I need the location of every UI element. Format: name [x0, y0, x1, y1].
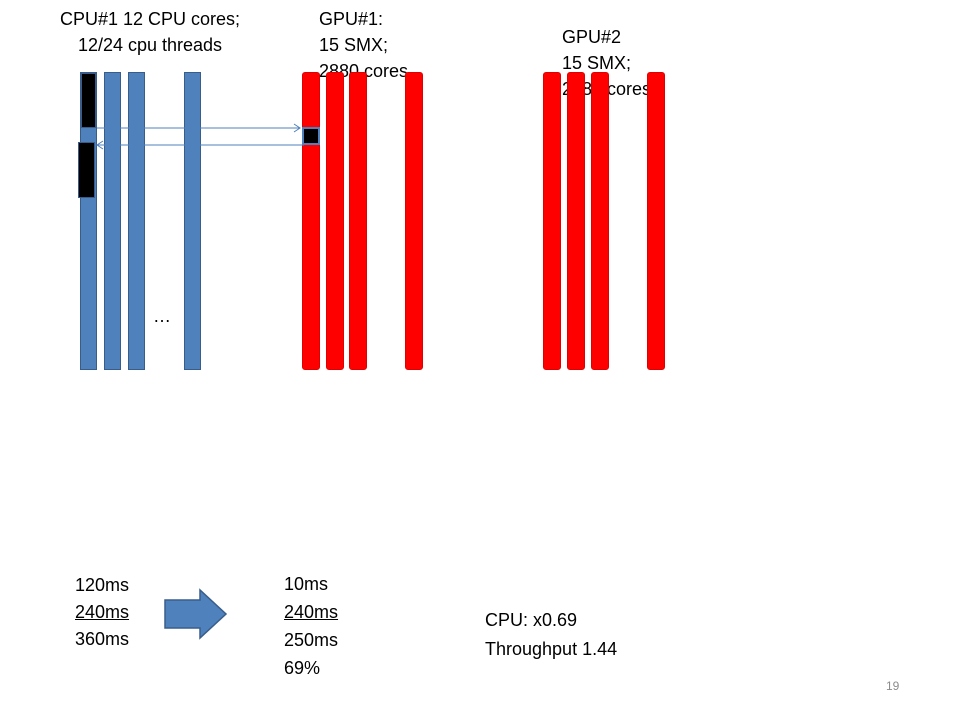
gpu2-title-line2: 15 SMX;	[562, 53, 632, 73]
cpu-busy-block	[81, 73, 96, 128]
gpu2-smx-bar	[591, 72, 609, 370]
timing-after-line3: 250ms	[284, 630, 339, 650]
gpu1-title-line2: 15 SMX;	[319, 35, 389, 55]
cpu-ellipsis: …	[153, 306, 171, 326]
cpu-core-bar	[128, 72, 145, 370]
gpu1-smx-bar	[349, 72, 367, 370]
gpu1-title-line1: GPU#1:	[319, 9, 384, 29]
cpu-title: CPU#1 12 CPU cores; 12/24 cpu threads	[30, 6, 270, 58]
gpu2-smx-bar	[543, 72, 561, 370]
gpu2-smx-bar	[567, 72, 585, 370]
gpu2-title-line1: GPU#2	[562, 27, 622, 47]
timing-before: 120ms 240ms 360ms	[75, 572, 129, 653]
cpu-to-gpu-arrowhead	[293, 123, 301, 133]
gpu1-smx-bar	[326, 72, 344, 370]
summary-line2: Throughput 1.44	[485, 639, 618, 659]
summary: CPU: x0.69 Throughput 1.44	[485, 606, 617, 664]
cpu-title-line2: 12/24 cpu threads	[77, 35, 223, 55]
timing-before-line1: 120ms	[75, 575, 130, 595]
timing-after-line1: 10ms	[284, 574, 329, 594]
gpu-busy-block	[302, 127, 320, 145]
summary-line1: CPU: x0.69	[485, 610, 578, 630]
gpu1-smx-bar	[405, 72, 423, 370]
timing-before-line3: 360ms	[75, 629, 130, 649]
slide-number: 19	[886, 679, 900, 693]
gpu2-smx-bar	[647, 72, 665, 370]
timing-after-line4: 69%	[284, 658, 321, 678]
gpu1-smx-bar	[302, 72, 320, 370]
cpu-core-bar	[104, 72, 121, 370]
timing-before-line2: 240ms	[75, 602, 130, 622]
timing-after-line2: 240ms	[284, 602, 339, 622]
cpu-title-line1: CPU#1 12 CPU cores;	[59, 9, 241, 29]
cpu-busy-block	[78, 142, 95, 198]
timing-after: 10ms 240ms 250ms 69%	[284, 570, 338, 682]
gpu-to-cpu-arrowhead	[96, 140, 104, 150]
cpu-core-bar	[184, 72, 201, 370]
